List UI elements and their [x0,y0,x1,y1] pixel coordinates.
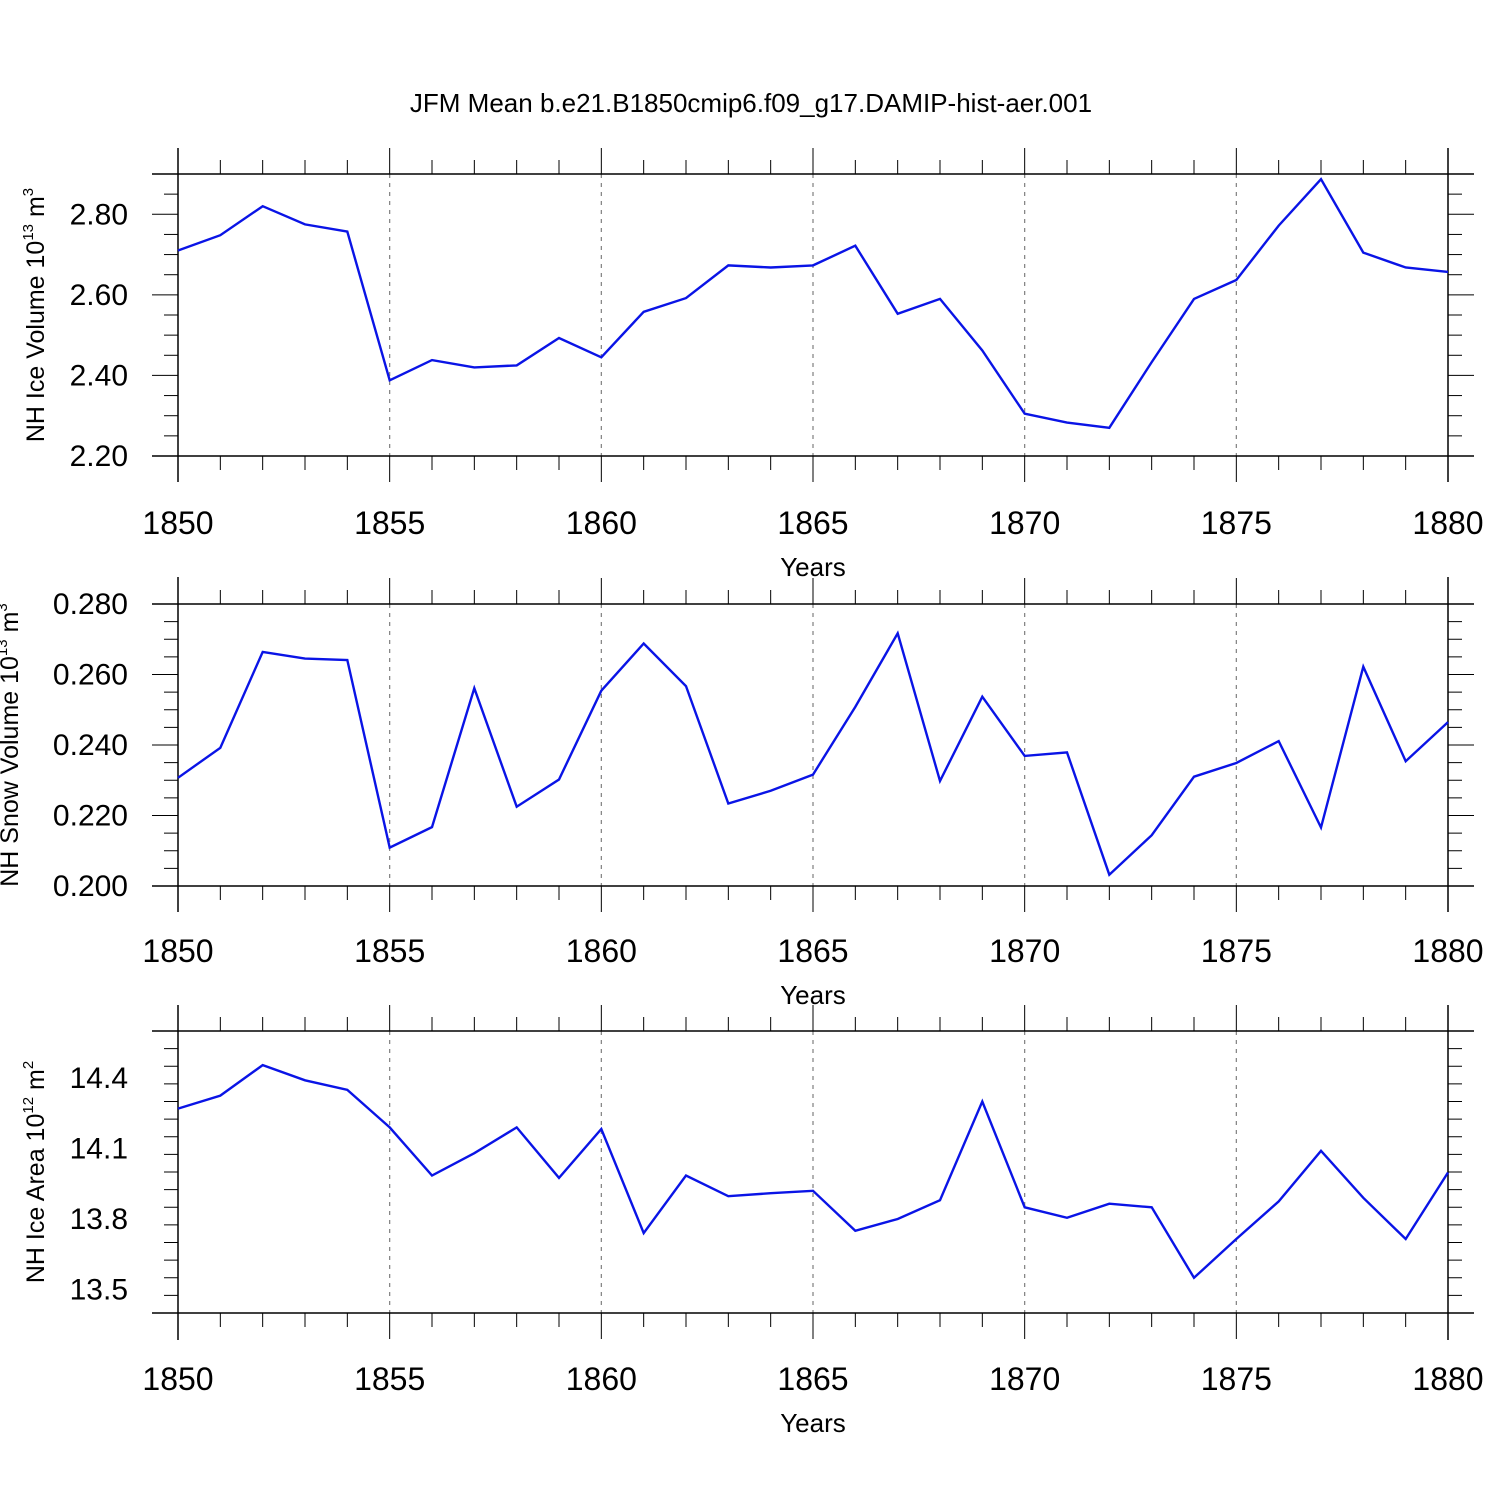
panel-1: 1850 1855 1860 1865 1870 1875 1880 2.20 2.40 2.60… [20,148,1484,582]
y-tick-label: 0.280 [53,588,128,621]
x-tick-label: 1875 [1201,933,1272,969]
x-tick-label: 1865 [777,1361,848,1397]
y-tick-label: 0.240 [53,729,128,762]
x-tick-label: 1870 [989,505,1060,541]
y-tick-label: 2.60 [70,279,128,312]
x-tick-label: 1850 [142,505,213,541]
x-axis-label: Years [780,552,846,582]
y-tick-label: 13.5 [70,1274,128,1307]
x-tick-label: 1870 [989,933,1060,969]
x-tick-label: 1855 [354,505,425,541]
y-tick-label: 14.1 [70,1133,128,1166]
x-tick-label: 1855 [354,1361,425,1397]
panel-3: 1850 1855 1860 1865 1870 1875 1880 13.5 13.8 14.1… [20,1005,1484,1438]
x-tick-label: 1880 [1412,505,1483,541]
y-axis-label: NH Ice Volume 1013 m3 [20,188,50,442]
x-tick-label: 1865 [777,505,848,541]
x-tick-label: 1875 [1201,1361,1272,1397]
x-tick-label: 1875 [1201,505,1272,541]
y-axis-label: NH Snow Volume 1013 m3 [0,603,24,887]
y-tick-label: 13.8 [70,1203,128,1236]
x-tick-label: 1860 [566,933,637,969]
y-tick-label: 0.200 [53,870,128,903]
x-tick-label: 1850 [142,933,213,969]
x-tick-label: 1870 [989,1361,1060,1397]
series-line [177,1063,1450,1280]
y-axis-label: NH Ice Area 1012 m2 [20,1061,50,1283]
series-line [177,177,1449,430]
x-tick-label: 1860 [566,1361,637,1397]
x-tick-label: 1860 [566,505,637,541]
y-tick-label: 2.80 [70,198,128,231]
x-tick-label: 1855 [354,933,425,969]
y-tick-label: 2.20 [70,440,128,473]
x-axis-label: Years [780,1408,846,1438]
y-tick-label: 0.220 [53,800,128,833]
panel-2: 1850 1855 1860 1865 1870 1875 1880 0.200 0.220 0.… [0,577,1484,1010]
x-tick-label: 1865 [777,933,848,969]
x-tick-label: 1850 [142,1361,213,1397]
y-tick-label: 0.260 [53,659,128,692]
y-tick-label: 14.4 [70,1062,128,1095]
x-tick-label: 1880 [1412,933,1483,969]
series-line [177,630,1449,877]
chart-title: JFM Mean b.e21.B1850cmip6.f09_g17.DAMIP-… [410,88,1092,118]
x-tick-label: 1880 [1412,1361,1483,1397]
y-tick-label: 2.40 [70,359,128,392]
